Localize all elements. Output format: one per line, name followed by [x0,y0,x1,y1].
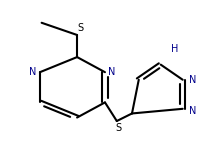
Text: S: S [115,123,122,133]
Text: N: N [189,106,197,116]
Text: N: N [189,75,197,85]
Text: N: N [108,67,115,77]
Text: S: S [77,23,83,33]
Text: H: H [170,44,178,54]
Text: N: N [29,67,36,77]
